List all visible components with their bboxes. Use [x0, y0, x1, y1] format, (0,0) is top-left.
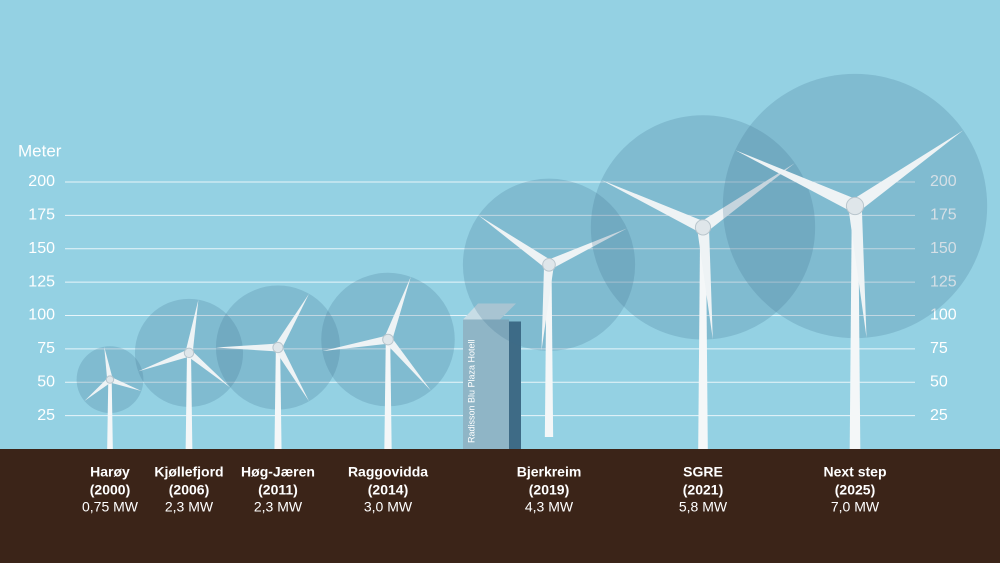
blade: [215, 343, 278, 352]
blade: [274, 293, 310, 350]
turbine-year: (2025): [835, 482, 875, 498]
blade: [84, 377, 112, 402]
turbine-power: 3,0 MW: [364, 499, 413, 515]
y-tick-label: 25: [930, 407, 948, 424]
turbine-year: (2021): [683, 482, 723, 498]
blade: [848, 205, 867, 338]
y-axis-title: Meter: [18, 141, 62, 160]
y-tick-label: 50: [930, 373, 948, 390]
blade: [851, 130, 964, 212]
y-tick-label: 175: [28, 207, 55, 224]
hub: [845, 196, 865, 216]
turbine-year: (2011): [258, 482, 298, 498]
blade: [274, 345, 310, 402]
y-tick-label: 175: [930, 207, 957, 224]
blade: [546, 228, 628, 270]
tower: [185, 352, 193, 449]
blade: [699, 163, 795, 233]
blade: [735, 150, 858, 213]
blade: [138, 349, 191, 372]
turbine-name: SGRE: [683, 464, 723, 480]
hub: [382, 333, 394, 346]
building: [463, 319, 509, 449]
turbine-name: Bjerkreim: [517, 464, 582, 480]
y-tick-label: 200: [930, 173, 957, 190]
y-tick-label: 200: [28, 173, 55, 190]
building-label: Radisson Blu Plaza Hotell: [466, 339, 476, 443]
blade: [104, 346, 113, 381]
turbine-power: 2,3 MW: [254, 499, 303, 515]
y-tick-label: 50: [37, 373, 55, 390]
turbine-name: Harøy: [90, 464, 130, 480]
hub: [542, 257, 556, 272]
y-tick-label: 25: [37, 407, 55, 424]
blade: [601, 179, 706, 233]
blade: [322, 335, 389, 352]
turbine-name: Høg-Jæren: [241, 464, 315, 480]
y-tick-label: 150: [28, 240, 55, 257]
blade: [109, 376, 142, 391]
turbine-name: Kjøllefjord: [154, 464, 223, 480]
tower: [107, 379, 113, 449]
turbine-year: (2019): [529, 482, 569, 498]
y-tick-label: 100: [930, 307, 957, 324]
y-tick-label: 100: [28, 307, 55, 324]
turbine-year: (2000): [90, 482, 130, 498]
hub: [272, 341, 284, 354]
turbine-power: 2,3 MW: [165, 499, 214, 515]
blade: [185, 299, 199, 354]
turbine-power: 4,3 MW: [525, 499, 574, 515]
y-tick-label: 125: [930, 273, 957, 290]
y-tick-label: 75: [37, 340, 55, 357]
turbine-name: Next step: [823, 464, 886, 480]
hub: [694, 219, 712, 236]
ground: [0, 449, 1000, 563]
blade: [186, 350, 231, 388]
y-tick-label: 75: [930, 340, 948, 357]
hub: [105, 375, 115, 384]
blade: [384, 276, 411, 341]
building-side: [509, 321, 521, 449]
turbine-power: 0,75 MW: [82, 499, 139, 515]
turbine-power: 7,0 MW: [831, 499, 880, 515]
blade: [478, 215, 552, 269]
blade: [541, 264, 554, 351]
blade: [384, 336, 431, 391]
hub: [183, 347, 195, 359]
turbine-year: (2006): [169, 482, 209, 498]
tower: [274, 347, 282, 449]
blade: [697, 226, 713, 340]
turbine-power: 5,8 MW: [679, 499, 728, 515]
turbine-name: Raggovidda: [348, 464, 428, 480]
y-tick-label: 125: [28, 273, 55, 290]
y-tick-label: 150: [930, 240, 957, 257]
turbine-year: (2014): [368, 482, 408, 498]
building-top: [463, 303, 516, 320]
tower: [384, 339, 392, 449]
